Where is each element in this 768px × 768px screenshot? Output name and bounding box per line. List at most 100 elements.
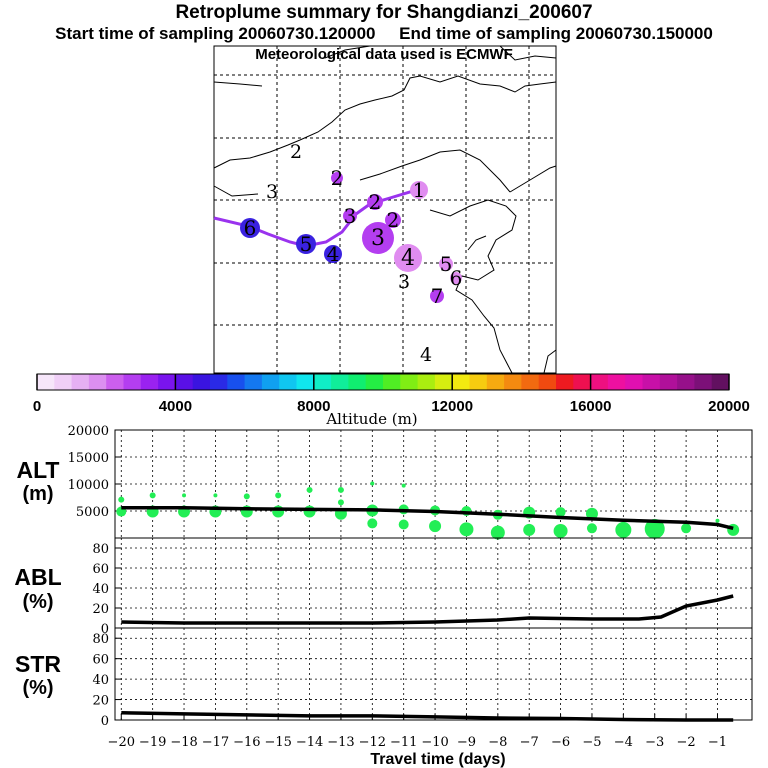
colorbar-segment <box>486 374 505 390</box>
x-tick-label: −8 <box>488 735 507 750</box>
met-data-text: Meteorological data used is ECMWF <box>255 46 513 63</box>
map-cluster-marker <box>439 257 453 271</box>
colorbar-segment <box>54 374 73 390</box>
str-ytick-label: 60 <box>92 653 109 668</box>
colorbar-segment <box>556 374 574 390</box>
colorbar-segment <box>261 374 280 390</box>
x-tick-label: −7 <box>520 735 539 750</box>
alt-cluster-point <box>367 518 378 529</box>
map-cluster-label: 2 <box>369 190 382 214</box>
colorbar-tick-label: 4000 <box>159 398 192 415</box>
colorbar-segment <box>383 374 401 390</box>
colorbar-title: Altitude (m) <box>325 410 417 428</box>
abl-ytick-label: 0 <box>101 622 109 637</box>
alt-cluster-point <box>429 520 442 533</box>
map-cluster-label: 5 <box>300 232 313 256</box>
colorbar-segment <box>210 374 228 390</box>
colorbar-segment <box>313 374 332 390</box>
alt-cluster-point <box>118 496 125 503</box>
alt-cluster-point <box>370 481 375 486</box>
abl-series-line <box>121 594 734 625</box>
x-tick-label: −12 <box>359 735 386 750</box>
colorbar-segment <box>590 374 609 390</box>
map-cluster-marker <box>240 218 260 238</box>
colorbar-segment <box>711 374 730 390</box>
chart-subtitle-times: Start time of sampling 20060730.120000 E… <box>0 24 768 44</box>
map-gridlines <box>214 46 556 373</box>
map-cluster-label: 4 <box>327 242 340 266</box>
str-label: STR <box>15 651 61 677</box>
alt-cluster-point <box>681 523 692 534</box>
alt-cluster-point <box>615 521 632 538</box>
alt-cluster-point <box>523 523 536 536</box>
colorbar-segment <box>88 374 107 390</box>
colorbar-tick-label: 16000 <box>570 398 612 415</box>
colorbar-tick-label: 8000 <box>297 398 330 415</box>
abl-frame <box>114 537 753 629</box>
alt-cluster-point <box>490 525 505 540</box>
colorbar-segment <box>331 374 349 390</box>
x-tick-label: −20 <box>108 735 135 750</box>
x-tick-label: −17 <box>202 735 229 750</box>
colorbar-segment <box>538 374 557 390</box>
str-series-line <box>121 711 734 722</box>
alt-cluster-point <box>275 492 282 499</box>
alt-cluster-point <box>553 523 568 538</box>
alt-ytick-label: 20000 <box>68 424 109 439</box>
x-axis: −20 −19 −18 −17 −16 −15 −14 −13 −12 −11 −10 −9 −8 −7−… <box>108 714 727 750</box>
map-cluster-label: 6 <box>450 266 463 290</box>
alt-cluster-point <box>213 493 218 498</box>
colorbar-segment <box>434 374 453 390</box>
alt-cluster-point <box>459 522 474 537</box>
alt-cluster-point <box>149 492 156 499</box>
alt-unit-label: (m) <box>22 483 53 505</box>
colorbar-segment <box>607 374 626 390</box>
colorbar-segment <box>573 374 592 390</box>
colorbar-segment <box>469 374 488 390</box>
colorbar-tick-label: 0 <box>33 398 41 415</box>
mean-trajectory-line <box>213 187 423 248</box>
alt-cluster-point <box>585 507 598 520</box>
colorbar-segment <box>659 374 678 390</box>
colorbar-segment <box>158 374 176 390</box>
alt-series-line <box>121 506 734 531</box>
x-tick-label: −10 <box>421 735 448 750</box>
alt-cluster-point <box>644 518 665 539</box>
colorbar-segment <box>521 374 540 390</box>
colorbar-segment <box>452 374 470 390</box>
alt-cluster-point <box>337 486 344 493</box>
x-tick-label: −3 <box>645 735 664 750</box>
x-tick-label: −5 <box>582 735 601 750</box>
alt-cluster-point <box>715 518 720 523</box>
x-tick-label: −1 <box>708 735 727 750</box>
map-cluster-marker <box>410 181 428 199</box>
colorbar-segment <box>140 374 159 390</box>
alt-cluster-point <box>555 507 566 518</box>
x-tick-label: −4 <box>614 735 633 750</box>
alt-cluster-point <box>303 505 316 518</box>
str-unit-label: (%) <box>22 677 53 699</box>
map-cluster-marker <box>296 234 316 254</box>
chart-title: Retroplume summary for Shangdianzi_20060… <box>175 2 593 23</box>
x-tick-label: −18 <box>170 735 197 750</box>
abl-label: ABL <box>14 564 61 590</box>
map-cluster-label: 1 <box>413 178 426 202</box>
str-panel: 0 20 40 60 80 <box>92 627 753 729</box>
colorbar-tick-label: 20000 <box>708 398 750 415</box>
map-cluster-marker <box>394 244 422 272</box>
x-tick-label: −14 <box>296 735 323 750</box>
alt-ytick-label: 10000 <box>68 478 109 493</box>
x-tick-label: −15 <box>264 735 291 750</box>
x-tick-label: −16 <box>233 735 260 750</box>
map-region-label: 2 <box>290 141 302 163</box>
str-ytick-label: 40 <box>92 673 109 688</box>
alt-cluster-point <box>243 493 250 500</box>
str-frame <box>114 627 753 721</box>
end-time-text: End time of sampling 20060730.150000 <box>399 24 713 43</box>
alt-cluster-point <box>398 519 409 530</box>
str-ytick-label: 0 <box>101 714 109 729</box>
colorbar-segment <box>400 374 419 390</box>
alt-cluster-point <box>306 486 313 493</box>
abl-ytick-label: 60 <box>92 562 109 577</box>
